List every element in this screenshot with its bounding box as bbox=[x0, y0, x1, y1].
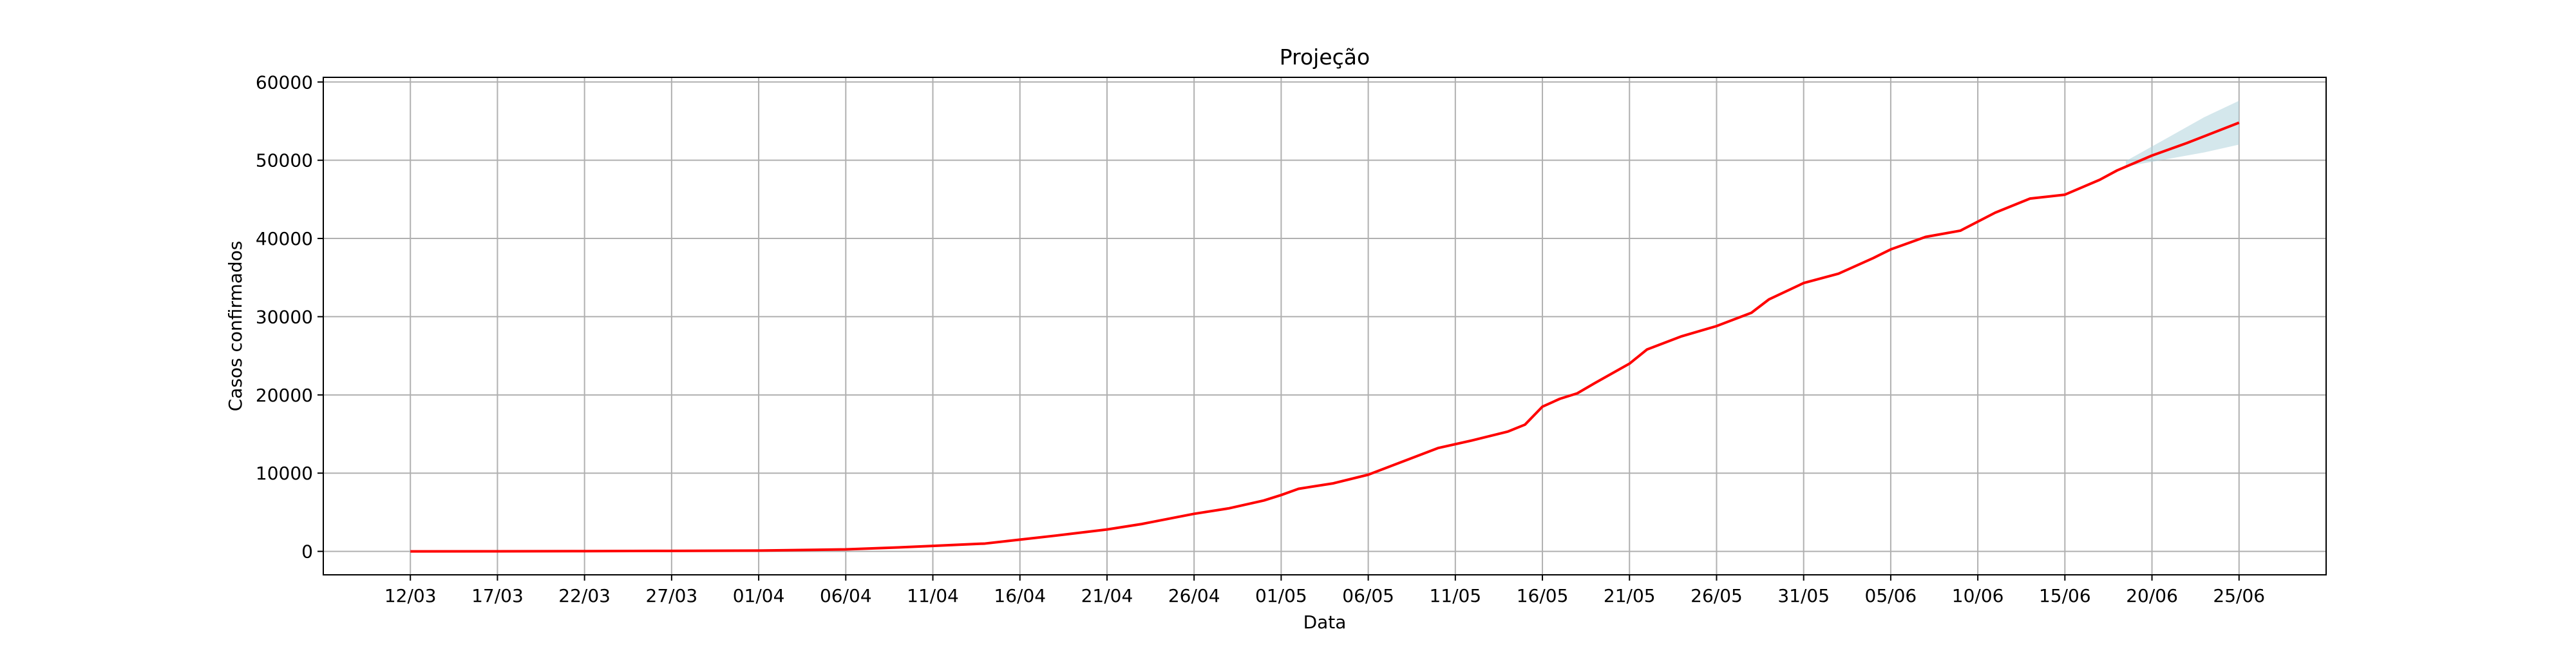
x-tick-label: 21/05 bbox=[1604, 585, 1656, 606]
x-tick-label: 11/04 bbox=[907, 585, 959, 606]
x-tick-label: 22/03 bbox=[558, 585, 611, 606]
x-tick-label: 27/03 bbox=[646, 585, 698, 606]
x-tick-label: 12/03 bbox=[384, 585, 437, 606]
y-tick-label: 0 bbox=[301, 541, 313, 563]
x-tick-label: 01/05 bbox=[1255, 585, 1307, 606]
x-tick-label: 11/05 bbox=[1429, 585, 1481, 606]
y-tick-label: 60000 bbox=[256, 72, 313, 93]
x-tick-label: 21/04 bbox=[1081, 585, 1133, 606]
x-tick-label: 10/06 bbox=[1952, 585, 2004, 606]
x-tick-label: 26/05 bbox=[1690, 585, 1743, 606]
x-tick-label: 06/04 bbox=[820, 585, 872, 606]
series-line bbox=[410, 121, 2240, 553]
chart-title: Projeção bbox=[1280, 44, 1370, 70]
grid bbox=[323, 77, 2326, 575]
y-axis-label: Casos confirmados bbox=[225, 241, 246, 412]
y-tick-label: 20000 bbox=[256, 385, 313, 406]
forecast-band-group bbox=[2126, 101, 2239, 167]
x-tick-label: 31/05 bbox=[1777, 585, 1830, 606]
x-tick-label: 15/06 bbox=[2039, 585, 2091, 606]
plot-frame bbox=[323, 77, 2327, 575]
y-ticks: 0 10000 20000 30000 40000 50000 60000 bbox=[256, 72, 323, 563]
y-tick-label: 50000 bbox=[256, 150, 313, 171]
x-tick-label: 17/03 bbox=[471, 585, 524, 606]
series-group bbox=[410, 121, 2240, 553]
x-axis-label: Data bbox=[1303, 612, 1347, 633]
x-ticks: 12/03 17/03 22/03 27/03 01/04 06/04 11/04 16/04… bbox=[384, 575, 2265, 606]
x-tick-label: 20/06 bbox=[2126, 585, 2178, 606]
y-tick-label: 30000 bbox=[256, 306, 313, 327]
x-tick-label: 16/05 bbox=[1517, 585, 1569, 606]
x-tick-label: 01/04 bbox=[733, 585, 785, 606]
y-tick-label: 40000 bbox=[256, 228, 313, 249]
x-tick-label: 25/06 bbox=[2213, 585, 2265, 606]
forecast-band bbox=[2126, 101, 2239, 167]
y-tick-label: 10000 bbox=[256, 463, 313, 484]
x-tick-label: 05/06 bbox=[1865, 585, 1917, 606]
x-tick-label: 06/05 bbox=[1342, 585, 1394, 606]
x-tick-label: 16/04 bbox=[994, 585, 1046, 606]
x-tick-label: 26/04 bbox=[1168, 585, 1220, 606]
